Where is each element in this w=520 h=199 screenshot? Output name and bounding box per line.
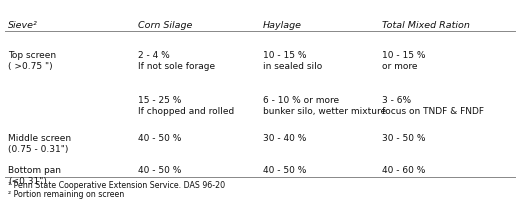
Text: Middle screen: Middle screen <box>8 134 71 143</box>
Text: Haylage: Haylage <box>263 21 302 30</box>
Text: ² Portion remaining on screen: ² Portion remaining on screen <box>8 190 124 199</box>
Text: 30 - 50 %: 30 - 50 % <box>382 134 426 143</box>
Text: focus on TNDF & FNDF: focus on TNDF & FNDF <box>382 107 484 116</box>
Text: (<0.31"): (<0.31") <box>8 177 47 186</box>
Text: ¹ Penn State Cooperative Extension Service. DAS 96-20: ¹ Penn State Cooperative Extension Servi… <box>8 181 225 190</box>
Text: 40 - 50 %: 40 - 50 % <box>138 166 181 175</box>
Text: ( >0.75 "): ( >0.75 ") <box>8 62 53 71</box>
Text: 30 - 40 %: 30 - 40 % <box>263 134 306 143</box>
Text: If chopped and rolled: If chopped and rolled <box>138 107 234 116</box>
Text: or more: or more <box>382 62 418 71</box>
Text: (0.75 - 0.31"): (0.75 - 0.31") <box>8 145 68 154</box>
Text: Total Mixed Ration: Total Mixed Ration <box>382 21 470 30</box>
Text: Bottom pan: Bottom pan <box>8 166 61 175</box>
Text: 10 - 15 %: 10 - 15 % <box>382 51 426 60</box>
Text: in sealed silo: in sealed silo <box>263 62 322 71</box>
Text: 15 - 25 %: 15 - 25 % <box>138 96 181 105</box>
Text: 10 - 15 %: 10 - 15 % <box>263 51 306 60</box>
Text: 40 - 50 %: 40 - 50 % <box>263 166 306 175</box>
Text: 2 - 4 %: 2 - 4 % <box>138 51 170 60</box>
Text: 40 - 50 %: 40 - 50 % <box>138 134 181 143</box>
Text: 40 - 60 %: 40 - 60 % <box>382 166 425 175</box>
Text: bunker silo, wetter mixture: bunker silo, wetter mixture <box>263 107 386 116</box>
Text: If not sole forage: If not sole forage <box>138 62 215 71</box>
Text: Corn Silage: Corn Silage <box>138 21 192 30</box>
Text: 3 - 6%: 3 - 6% <box>382 96 411 105</box>
Text: 6 - 10 % or more: 6 - 10 % or more <box>263 96 339 105</box>
Text: Sieve²: Sieve² <box>8 21 37 30</box>
Text: Top screen: Top screen <box>8 51 56 60</box>
